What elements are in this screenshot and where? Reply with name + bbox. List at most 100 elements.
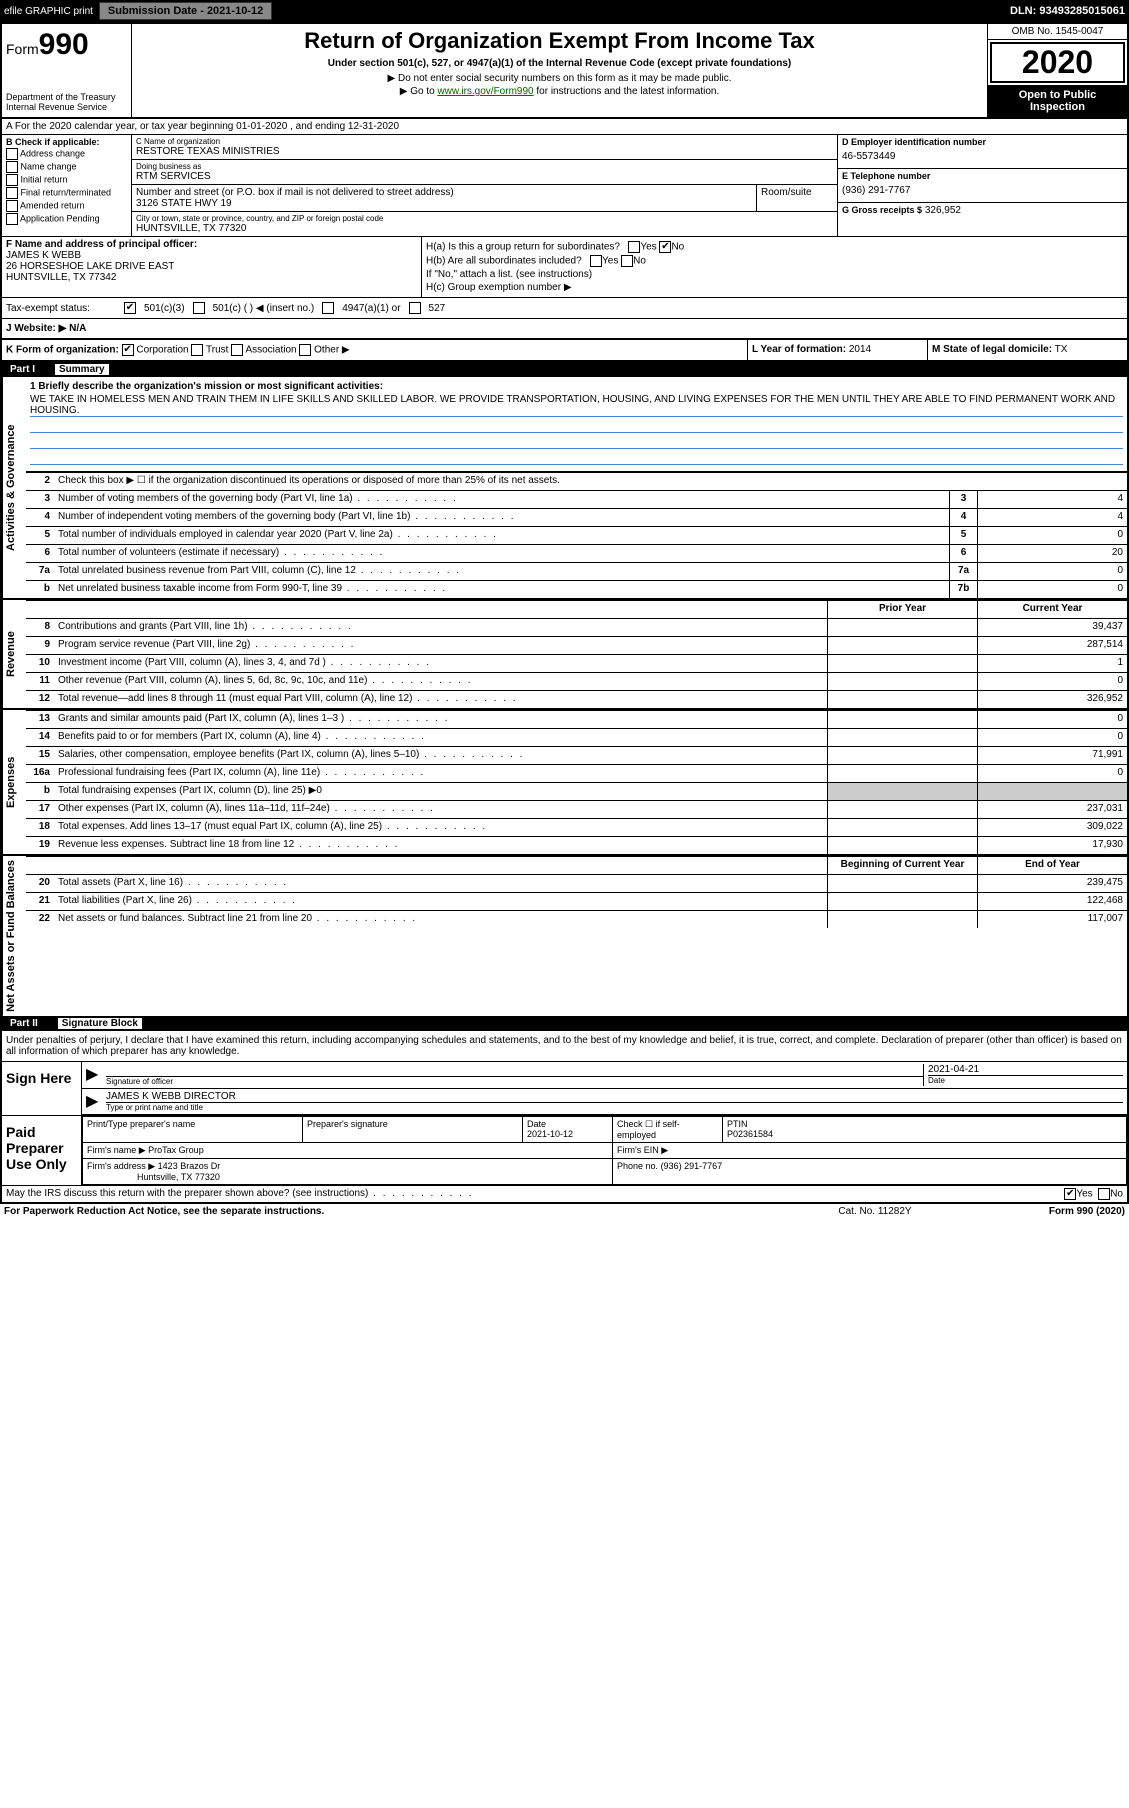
irs-link[interactable]: www.irs.gov/Form990 <box>437 86 533 97</box>
discuss-no: No <box>1110 1188 1123 1199</box>
chk-501c3[interactable] <box>124 302 136 314</box>
mission-label: 1 Briefly describe the organization's mi… <box>30 381 1123 392</box>
part2-header: Part II Signature Block <box>2 1016 1127 1031</box>
netasset-line: 20Total assets (Part X, line 16)239,475 <box>26 874 1127 892</box>
chk-name[interactable]: Name change <box>6 161 127 173</box>
chk-501c[interactable] <box>193 302 205 314</box>
chk-other[interactable] <box>299 344 311 356</box>
sign-here-label: Sign Here <box>2 1062 82 1115</box>
expense-line: 17Other expenses (Part IX, column (A), l… <box>26 800 1127 818</box>
revenue-line: 9Program service revenue (Part VIII, lin… <box>26 636 1127 654</box>
gov-line: 7aTotal unrelated business revenue from … <box>26 562 1127 580</box>
revenue-line: 10Investment income (Part VIII, column (… <box>26 654 1127 672</box>
street-value: 3126 STATE HWY 19 <box>136 198 752 209</box>
note-goto: ▶ Go to www.irs.gov/Form990 for instruct… <box>140 86 979 97</box>
chk-4947[interactable] <box>322 302 334 314</box>
phone-value: (936) 291-7767 <box>842 181 1123 200</box>
hb-yes: Yes <box>602 256 618 267</box>
netasset-line: 21Total liabilities (Part X, line 26)122… <box>26 892 1127 910</box>
part2-title: Signature Block <box>58 1018 142 1029</box>
mission-block: 1 Briefly describe the organization's mi… <box>26 377 1127 472</box>
form-header: Form990 Department of the Treasury Inter… <box>2 24 1127 119</box>
discuss-yes: Yes <box>1076 1188 1092 1199</box>
line2-text: Check this box ▶ ☐ if the organization d… <box>54 473 1127 490</box>
signature-declaration: Under penalties of perjury, I declare th… <box>2 1031 1127 1061</box>
section-d-e-g: D Employer identification number 46-5573… <box>837 135 1127 236</box>
domicile-label: M State of legal domicile: <box>932 344 1052 355</box>
tax-exempt-row: Tax-exempt status: 501(c)(3) 501(c) ( ) … <box>2 298 1127 319</box>
chk-amended[interactable]: Amended return <box>6 200 127 212</box>
sig-date: 2021-04-21 <box>928 1064 1123 1075</box>
hc-label: H(c) Group exemption number ▶ <box>426 282 1123 293</box>
activities-governance-section: Activities & Governance 1 Briefly descri… <box>2 377 1127 598</box>
officer-addr2: HUNTSVILLE, TX 77342 <box>6 272 417 283</box>
firm-phone: (936) 291-7767 <box>661 1161 723 1171</box>
room-label: Room/suite <box>761 187 833 198</box>
city-label: City or town, state or province, country… <box>136 214 833 223</box>
chk-trust[interactable] <box>191 344 203 356</box>
part1-title: Summary <box>55 364 109 375</box>
revenue-line: 11Other revenue (Part VIII, column (A), … <box>26 672 1127 690</box>
discuss-yes-chk[interactable] <box>1064 1188 1076 1200</box>
korg-label: K Form of organization: <box>6 345 119 356</box>
end-year-hdr: End of Year <box>977 857 1127 874</box>
discuss-text: May the IRS discuss this return with the… <box>6 1188 474 1199</box>
firm-name: ProTax Group <box>148 1145 204 1155</box>
firm-addr-label: Firm's address ▶ <box>87 1161 155 1171</box>
org-name-label: C Name of organization <box>136 137 833 146</box>
chk-initial[interactable]: Initial return <box>6 174 127 186</box>
dln-label: DLN: 93493285015061 <box>1010 5 1125 17</box>
omb-number: OMB No. 1545-0047 <box>988 24 1127 40</box>
revenue-line: 8Contributions and grants (Part VIII, li… <box>26 618 1127 636</box>
tax-period: A For the 2020 calendar year, or tax yea… <box>2 119 1127 135</box>
gross-value: 326,952 <box>925 205 961 216</box>
exempt-label: Tax-exempt status: <box>6 303 116 314</box>
chk-pending[interactable]: Application Pending <box>6 213 127 225</box>
chk-527[interactable] <box>409 302 421 314</box>
sig-officer-label: Signature of officer <box>106 1076 923 1086</box>
paperwork-notice: For Paperwork Reduction Act Notice, see … <box>4 1206 775 1217</box>
expense-line: 16aProfessional fundraising fees (Part I… <box>26 764 1127 782</box>
prep-date-label: Date <box>527 1119 546 1129</box>
year-formation-label: L Year of formation: <box>752 344 846 355</box>
tax-year: 2020 <box>990 42 1125 83</box>
part1-header: Part I Summary <box>2 362 1127 377</box>
prep-name-label: Print/Type preparer's name <box>87 1119 195 1129</box>
side-gov: Activities & Governance <box>2 377 26 598</box>
current-year-hdr: Current Year <box>977 601 1127 618</box>
submission-date-btn[interactable]: Submission Date - 2021-10-12 <box>99 2 272 20</box>
cat-number: Cat. No. 11282Y <box>775 1206 975 1217</box>
part2-num: Part II <box>10 1018 38 1029</box>
goto-pre: ▶ Go to <box>400 86 438 97</box>
dba-label: Doing business as <box>136 162 833 171</box>
ein-label: D Employer identification number <box>842 137 1123 147</box>
discuss-no-chk[interactable] <box>1098 1188 1110 1200</box>
form-subtitle: Under section 501(c), 527, or 4947(a)(1)… <box>140 58 979 69</box>
expense-line: 18Total expenses. Add lines 13–17 (must … <box>26 818 1127 836</box>
side-exp: Expenses <box>2 710 26 854</box>
ha-yes: Yes <box>640 242 656 253</box>
firm-ein-label: Firm's EIN ▶ <box>617 1145 668 1155</box>
netasset-line: 22Net assets or fund balances. Subtract … <box>26 910 1127 928</box>
sig-date-label: Date <box>928 1075 1123 1085</box>
revenue-section: Revenue Prior YearCurrent Year 8Contribu… <box>2 598 1127 708</box>
sig-arrow2-icon: ▶ <box>86 1091 106 1112</box>
website-value: N/A <box>69 323 86 334</box>
check-self: Check ☐ if self-employed <box>617 1119 680 1140</box>
form-title-box: Return of Organization Exempt From Incom… <box>132 24 987 117</box>
chk-corp[interactable] <box>122 344 134 356</box>
chk-address[interactable]: Address change <box>6 148 127 160</box>
name-title-label: Type or print name and title <box>106 1102 1123 1112</box>
form-word: Form <box>6 41 39 57</box>
prior-year-hdr: Prior Year <box>827 601 977 618</box>
chk-final[interactable]: Final return/terminated <box>6 187 127 199</box>
dba-value: RTM SERVICES <box>136 171 833 182</box>
gov-line: 4Number of independent voting members of… <box>26 508 1127 526</box>
firm-addr1: 1423 Brazos Dr <box>158 1161 221 1171</box>
note-ssn: ▶ Do not enter social security numbers o… <box>140 73 979 84</box>
chk-assoc[interactable] <box>231 344 243 356</box>
ha-no: No <box>671 242 684 253</box>
netassets-section: Net Assets or Fund Balances Beginning of… <box>2 854 1127 1016</box>
page-footer: For Paperwork Reduction Act Notice, see … <box>0 1204 1129 1219</box>
expense-line: 15Salaries, other compensation, employee… <box>26 746 1127 764</box>
